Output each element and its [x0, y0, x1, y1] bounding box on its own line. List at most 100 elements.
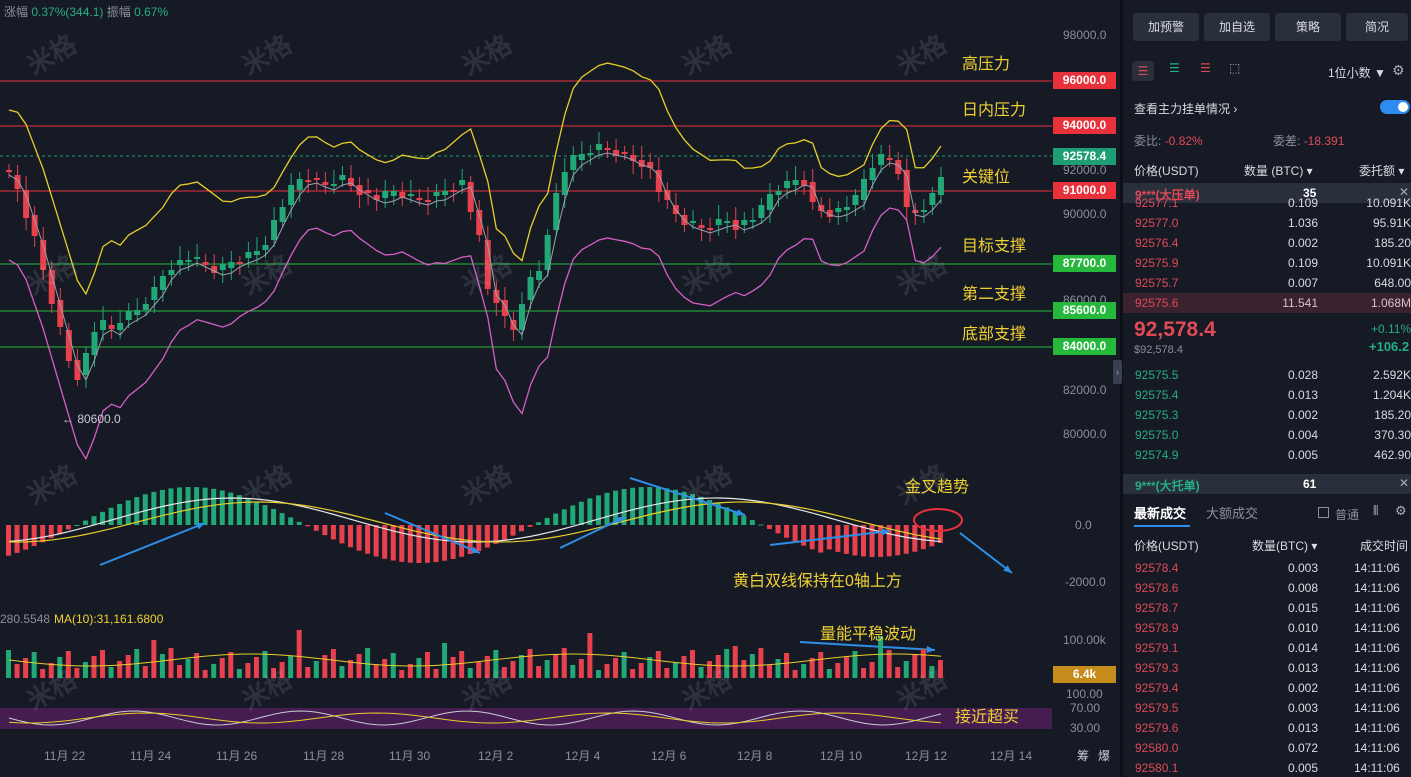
macd-bar — [672, 489, 678, 525]
volume-bar — [792, 670, 798, 678]
row-price: 92575.5 — [1135, 368, 1179, 382]
candle-body — [613, 150, 620, 156]
depth-view-icon[interactable]: ⬚ — [1229, 61, 1241, 75]
trade-col-price: 价格(USDT) — [1134, 539, 1199, 553]
macd-bar — [279, 513, 285, 525]
trade-row[interactable]: 92579.3 0.013 14:11:06 — [1123, 658, 1411, 678]
trend-arrow — [629, 477, 746, 516]
candle-body — [91, 332, 98, 355]
volume-bar — [604, 664, 610, 678]
volume-bar — [937, 660, 943, 678]
volume-tick: 100.00k — [1063, 633, 1106, 647]
bollinger-upper — [8, 62, 942, 296]
order-row[interactable]: 92577.0 1.036 95.91K — [1123, 213, 1411, 233]
candle-body — [31, 215, 38, 236]
candle-body — [912, 210, 919, 213]
trade-settings-icon[interactable]: ⚙ — [1395, 503, 1407, 518]
col-total[interactable]: 委托额 ▾ — [1359, 164, 1405, 178]
trade-col-qty[interactable]: 数量(BTC) ▾ — [1252, 539, 1318, 553]
candle-body — [775, 191, 782, 195]
overview-button[interactable]: 简况 — [1346, 13, 1408, 41]
strategy-button[interactable]: 策略 — [1275, 13, 1341, 41]
trade-qty: 0.010 — [1287, 621, 1318, 635]
chips-toggle[interactable]: 筹 — [1077, 749, 1090, 763]
ordinary-checkbox[interactable] — [1318, 507, 1329, 518]
order-row[interactable]: 92575.0 0.004 370.30 — [1123, 425, 1411, 445]
macd-bar — [390, 525, 396, 561]
macd-bar — [570, 505, 576, 525]
volume-bar — [895, 667, 901, 678]
bids-view-icon[interactable]: ☰ — [1169, 61, 1180, 75]
tab-latest-trades[interactable]: 最新成交 — [1134, 506, 1187, 521]
order-row[interactable]: 92575.6 11.541 1.068M — [1123, 293, 1411, 313]
date-tick: 12月 8 — [737, 749, 773, 763]
trade-row[interactable]: 92578.4 0.003 14:11:06 — [1123, 558, 1411, 578]
filter-icon[interactable]: ⫴ — [1373, 503, 1379, 518]
rsi-tick: 70.00 — [1070, 701, 1101, 715]
trend-arrow — [384, 512, 481, 554]
order-toggle[interactable] — [1380, 100, 1410, 114]
order-row[interactable]: 92574.9 0.005 462.90 — [1123, 445, 1411, 465]
trade-row[interactable]: 92579.6 0.013 14:11:06 — [1123, 718, 1411, 738]
trade-row[interactable]: 92578.7 0.015 14:11:06 — [1123, 598, 1411, 618]
trend-arrowhead — [471, 546, 480, 554]
volume-bar — [920, 649, 926, 678]
trade-price: 92579.6 — [1135, 721, 1179, 735]
panel-splitter[interactable] — [1120, 0, 1123, 777]
row-qty: 0.028 — [1287, 368, 1318, 382]
volume-bar — [322, 655, 328, 678]
macd-bar — [339, 525, 345, 544]
liquidation-toggle[interactable]: 爆 — [1098, 749, 1111, 763]
trade-row[interactable]: 92579.5 0.003 14:11:06 — [1123, 698, 1411, 718]
tab-large-trades[interactable]: 大额成交 — [1206, 506, 1259, 521]
candlestick-chart[interactable] — [0, 0, 1120, 777]
row-total: 185.20 — [1374, 408, 1411, 422]
candle-body — [749, 220, 756, 222]
date-tick: 11月 28 — [303, 749, 345, 763]
macd-bar — [895, 525, 901, 556]
trade-time: 14:11:06 — [1354, 761, 1400, 775]
bollinger-lower — [8, 207, 942, 461]
col-qty[interactable]: 数量 (BTC) ▾ — [1244, 164, 1313, 178]
macd-bar — [416, 525, 422, 563]
candle-body — [467, 182, 474, 212]
trade-row[interactable]: 92579.1 0.014 14:11:06 — [1123, 638, 1411, 658]
collapse-panel-button[interactable]: › — [1113, 360, 1122, 384]
asks-view-icon[interactable]: ☰ — [1200, 61, 1211, 75]
chart-area[interactable]: 涨幅 0.37%(344.1) 振幅 0.67% 米格 米格 米格 米格 米格 米格 米格米… — [0, 0, 1120, 777]
big-ask-row[interactable]: 9***(大压单) 35 ✕ — [1123, 183, 1411, 203]
order-row[interactable]: 92575.9 0.109 10.091K — [1123, 253, 1411, 273]
add-watchlist-button[interactable]: 加自选 — [1204, 13, 1270, 41]
both-sides-view-icon[interactable]: ☰ — [1132, 61, 1154, 81]
trade-row[interactable]: 92578.6 0.008 14:11:06 — [1123, 578, 1411, 598]
trade-row[interactable]: 92580.1 0.005 14:11:06 — [1123, 758, 1411, 777]
row-total: 10.091K — [1366, 196, 1411, 210]
order-row[interactable]: 92575.3 0.002 185.20 — [1123, 405, 1411, 425]
order-row[interactable]: 92575.4 0.013 1.204K — [1123, 385, 1411, 405]
order-row[interactable]: 92576.4 0.002 185.20 — [1123, 233, 1411, 253]
settings-icon[interactable]: ⚙ — [1392, 62, 1405, 78]
decimals-select[interactable]: 1位小数 ▼ — [1328, 66, 1386, 80]
order-row[interactable]: 92575.5 0.028 2.592K — [1123, 365, 1411, 385]
candle-body — [65, 330, 72, 361]
trade-price: 92580.0 — [1135, 741, 1179, 755]
big-bid-row[interactable]: 9***(大托单) 61 ✕ — [1123, 474, 1411, 494]
macd-bar — [578, 501, 584, 525]
volume-bar — [775, 659, 781, 678]
trend-arrow — [959, 532, 1013, 574]
candle-body — [134, 310, 141, 315]
order-title[interactable]: 查看主力挂单情况 › — [1134, 102, 1238, 116]
order-row[interactable]: 92577.1 0.109 10.091K — [1123, 193, 1411, 213]
rsi-line — [8, 710, 942, 726]
candle-body — [570, 155, 577, 170]
trend-arrowhead — [196, 522, 205, 530]
candle-body — [707, 228, 714, 230]
order-row[interactable]: 92575.7 0.007 648.00 — [1123, 273, 1411, 293]
candle-body — [74, 360, 81, 380]
macd-bar — [236, 495, 242, 525]
trade-row[interactable]: 92579.4 0.002 14:11:06 — [1123, 678, 1411, 698]
add-alert-button[interactable]: 加预警 — [1133, 13, 1199, 41]
trade-row[interactable]: 92580.0 0.072 14:11:06 — [1123, 738, 1411, 758]
trade-row[interactable]: 92578.9 0.010 14:11:06 — [1123, 618, 1411, 638]
macd-bar — [766, 525, 772, 529]
